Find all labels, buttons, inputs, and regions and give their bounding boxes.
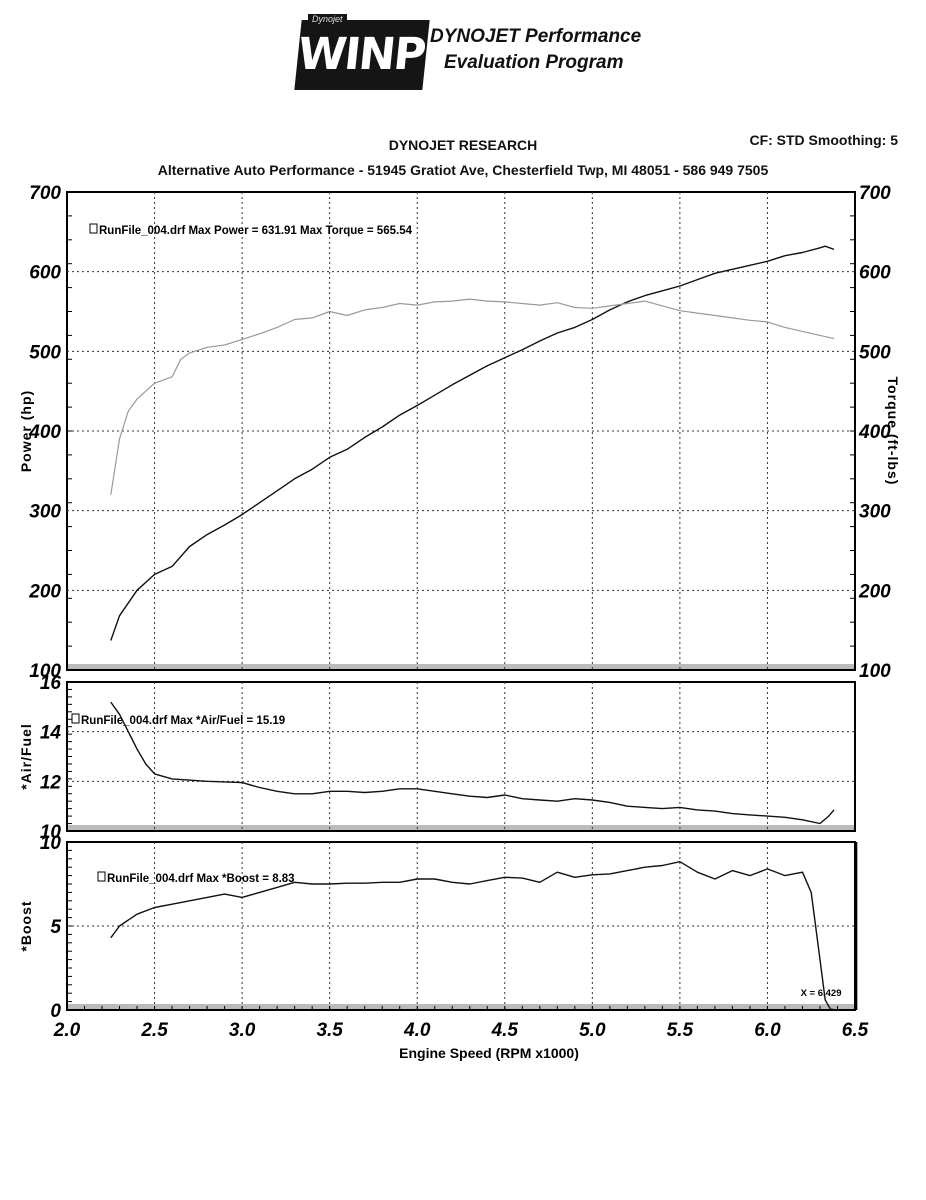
x-tick-label: 3.0 <box>229 1020 256 1041</box>
x-tick-label: 3.5 <box>316 1020 343 1041</box>
y-tick-label: 10 <box>40 822 62 843</box>
y-tick-label: 5 <box>50 917 61 938</box>
y-tick-label: 500 <box>29 342 61 363</box>
dynojet-wordmark: Dynojet <box>308 14 347 24</box>
run-annotation: RunFile_004.drf Max *Boost = 8.83 <box>107 873 295 885</box>
y-tick-label: 400 <box>28 422 61 443</box>
plot-frame-2 <box>66 841 856 1011</box>
y2-tick-label: 700 <box>859 183 891 204</box>
correction-smoothing-settings: CF: STD Smoothing: 5 <box>749 132 898 148</box>
logo-line-2: Evaluation Program <box>444 52 624 73</box>
x-tick-label: 5.0 <box>579 1020 606 1041</box>
y-tick-label: 14 <box>40 723 62 744</box>
plot-frame-1 <box>66 681 856 832</box>
y2-axis-label: Torque (ft-lbs) <box>885 377 901 486</box>
run-annotation: RunFile_004.drf Max *Air/Fuel = 15.19 <box>81 715 285 727</box>
winpep-logo: WINPEP7 Dynojet DYNOJET Performance Eval… <box>294 14 641 94</box>
report-subtitle: Alternative Auto Performance - 51945 Gra… <box>157 162 769 178</box>
x-tick-label: 5.5 <box>667 1020 694 1041</box>
y-tick-label: 16 <box>40 673 62 694</box>
y-tick-label: 12 <box>40 772 62 793</box>
y-axis-label: Power (hp) <box>18 390 34 472</box>
y2-tick-label: 300 <box>859 502 891 523</box>
x-tick-label: 2.0 <box>53 1020 81 1041</box>
legend-marker <box>89 223 98 234</box>
legend-marker <box>71 713 80 724</box>
x-tick-label: 4.5 <box>491 1020 519 1041</box>
plot-bottom-band-0 <box>68 664 854 669</box>
y2-tick-label: 500 <box>859 342 891 363</box>
x-tick-label: 2.5 <box>140 1020 168 1041</box>
y2-tick-label: 400 <box>858 422 891 443</box>
y-axis-label: *Boost <box>18 900 34 951</box>
report-title: DYNOJET RESEARCH <box>388 137 538 153</box>
y-tick-label: 100 <box>29 661 61 682</box>
plot-frame-0 <box>66 191 856 671</box>
logo-line-1: DYNOJET Performance <box>430 26 642 47</box>
y-tick-label: 300 <box>29 502 61 523</box>
y2-tick-label: 600 <box>859 263 891 284</box>
x-axis-label: Engine Speed (RPM x1000) <box>399 1045 579 1061</box>
plot-bottom-band-2 <box>68 1004 854 1009</box>
y-tick-label: 0 <box>50 1001 61 1022</box>
run-annotation: RunFile_004.drf Max Power = 631.91 Max T… <box>99 225 413 237</box>
series-line-boost <box>110 861 838 1011</box>
series-line-power <box>110 245 835 641</box>
series-line-airfuel <box>110 701 835 825</box>
series-line-torque <box>110 298 835 495</box>
legend-marker <box>97 871 106 882</box>
x-tick-label: 4.0 <box>403 1020 431 1041</box>
y-tick-label: 700 <box>29 183 61 204</box>
y-tick-label: 600 <box>29 263 61 284</box>
x-tick-label: 6.5 <box>842 1020 869 1041</box>
plot-bottom-band-1 <box>68 825 854 830</box>
y-tick-label: 10 <box>40 833 62 854</box>
x-tick-label: 6.0 <box>754 1020 781 1041</box>
y-axis-label: *Air/Fuel <box>18 723 34 790</box>
y-tick-label: 200 <box>28 581 61 602</box>
cursor-readout: X = 6.429 <box>801 988 842 999</box>
y2-tick-label: 200 <box>858 581 891 602</box>
y2-tick-label: 100 <box>859 661 891 682</box>
